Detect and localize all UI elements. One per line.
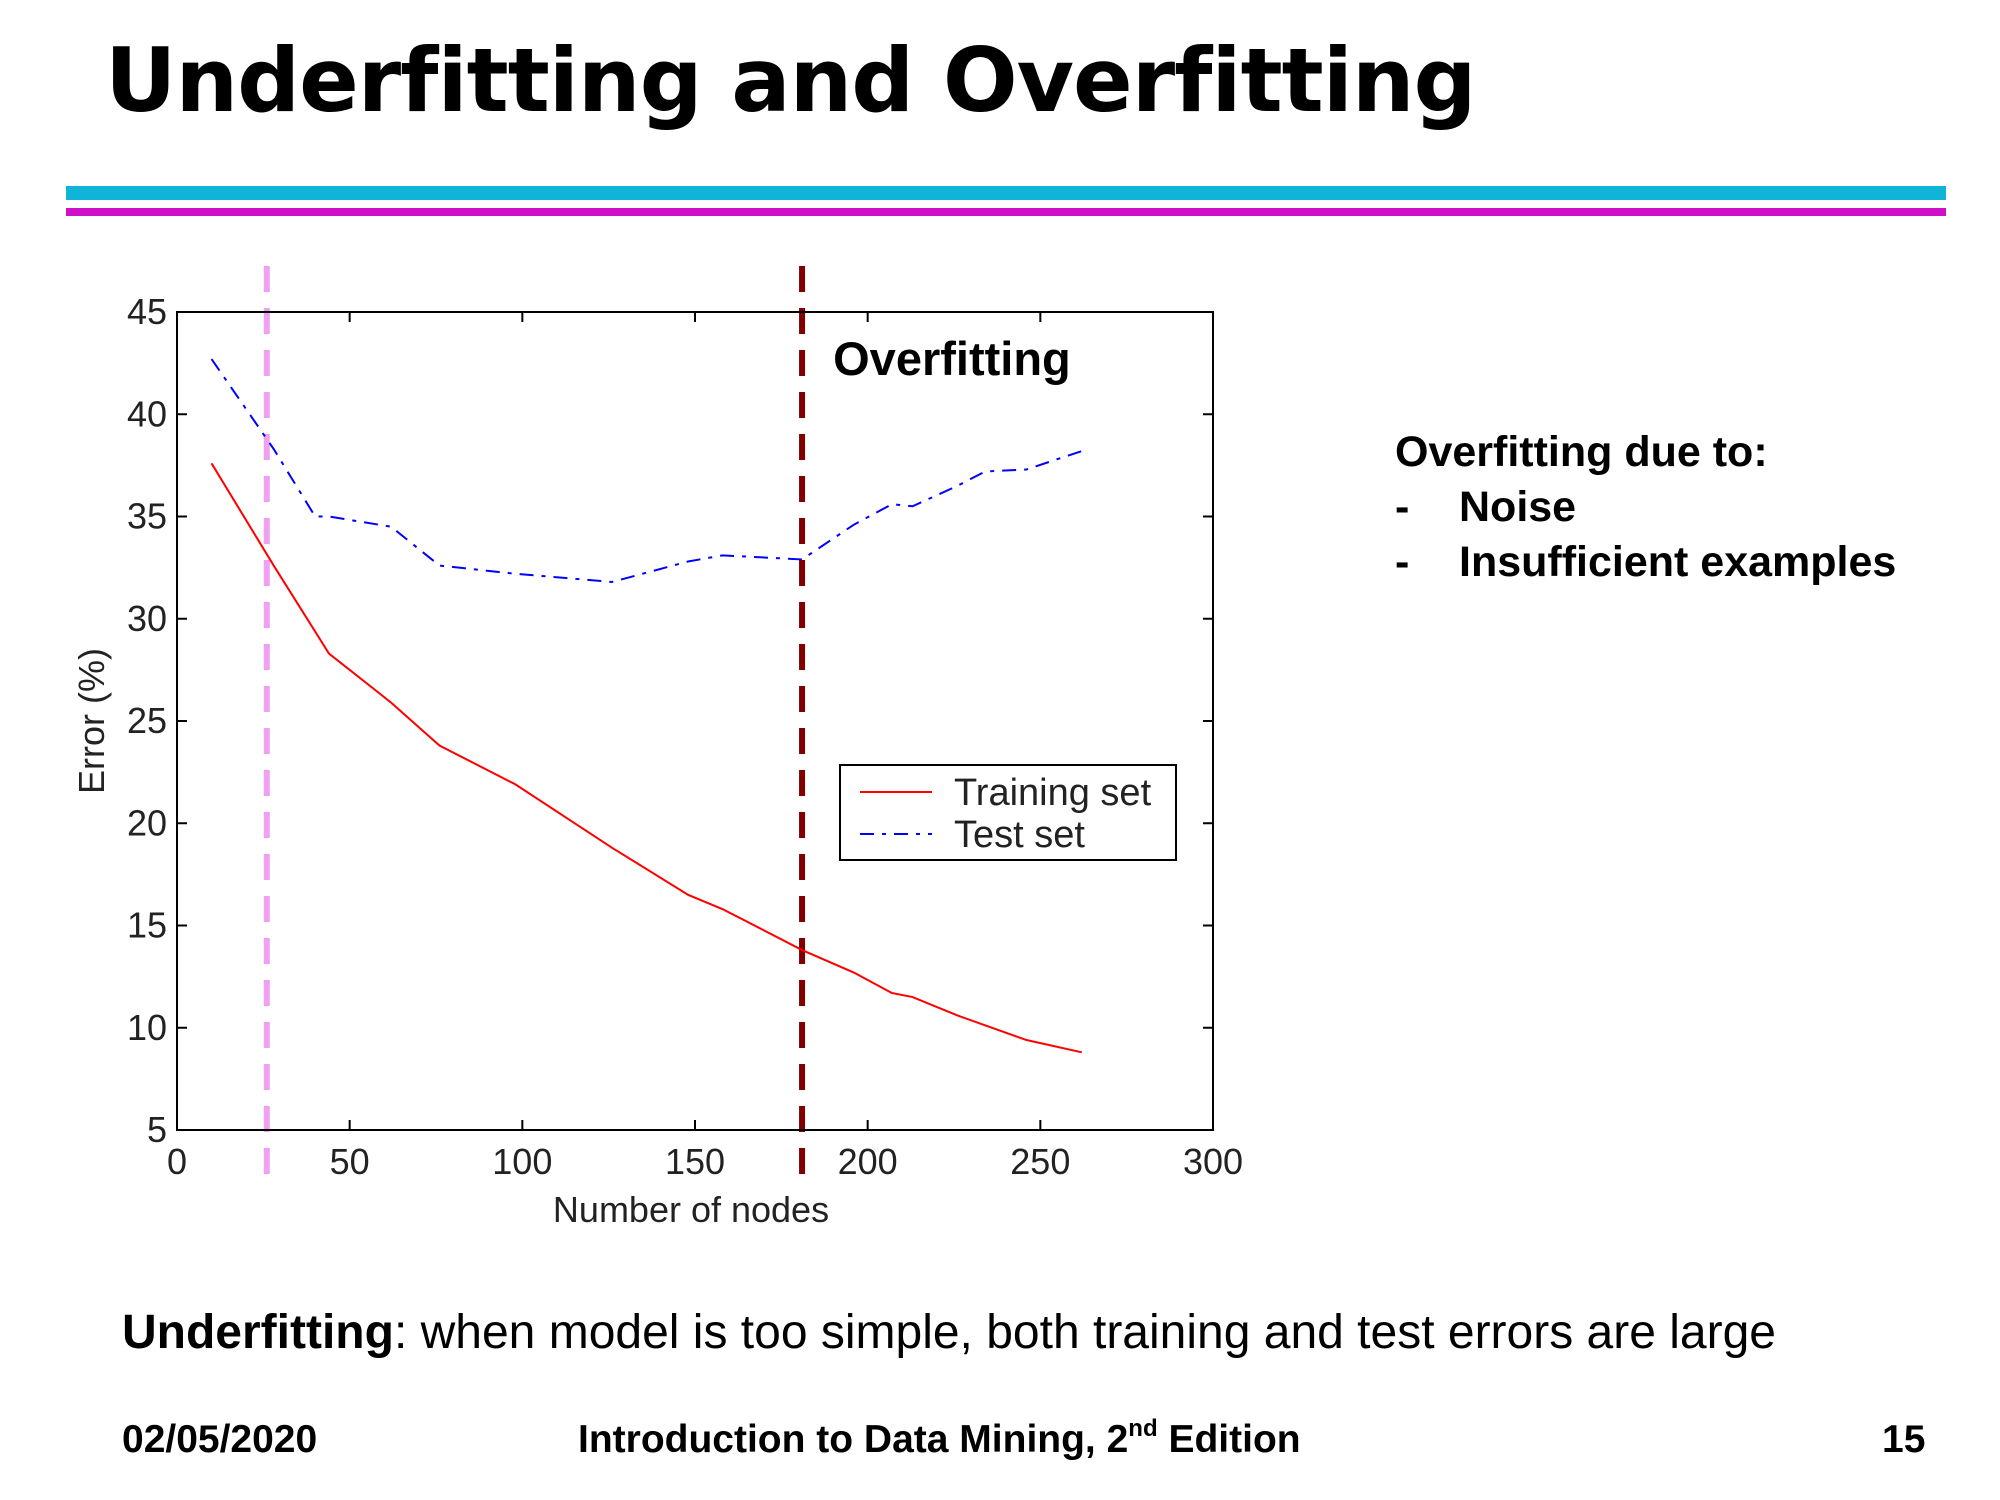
y-tick-label: 25 — [127, 700, 167, 741]
x-tick-label: 150 — [665, 1141, 725, 1182]
underfitting-explanation: : when model is too simple, both trainin… — [393, 1306, 1776, 1359]
series-lines — [210, 358, 1083, 1054]
x-tick-label: 50 — [330, 1141, 370, 1182]
vertical-markers — [263, 266, 806, 1175]
footer-course-main: Introduction to Data Mining, 2 — [578, 1418, 1129, 1461]
footer-course-title: Introduction to Data Mining, 2nd Edition — [578, 1415, 1301, 1462]
bullet-marker: - — [1395, 538, 1410, 586]
axis-ticks — [176, 311, 1214, 1131]
x-tick-label: 300 — [1183, 1141, 1243, 1182]
overfitting-annotation: Overfitting — [833, 332, 1071, 385]
x-tick-label: 0 — [167, 1141, 187, 1182]
x-tick-label: 100 — [492, 1141, 552, 1182]
y-tick-label: 45 — [127, 291, 167, 332]
x-axis-label: Number of nodes — [553, 1189, 829, 1230]
y-tick-label: 5 — [147, 1109, 167, 1150]
plot-frame — [176, 311, 1214, 1131]
y-tick-label: 35 — [127, 496, 167, 537]
y-tick-label: 10 — [127, 1007, 167, 1048]
legend-label-training-set: Training set — [954, 772, 1152, 814]
bullet-text-insufficient-examples: Insufficient examples — [1459, 538, 1897, 586]
overfitting-causes: Overfitting due to: - Noise - Insufficient… — [1395, 425, 1896, 590]
x-tick-label: 200 — [838, 1141, 898, 1182]
bullet-item: - Insufficient examples — [1395, 535, 1896, 590]
error-vs-nodes-chart: 0 50 100 150 200 250 300 5 10 15 20 25 30 35 40 45 Numb… — [71, 266, 1243, 1230]
title-rule-magenta — [66, 208, 1946, 216]
y-tick-label: 15 — [127, 905, 167, 946]
y-tick-label: 30 — [127, 598, 167, 639]
chart-legend: Training set Test set — [839, 764, 1177, 861]
y-tick-label: 20 — [127, 802, 167, 843]
series-line-test-set — [210, 358, 1083, 583]
footer-date: 02/05/2020 — [122, 1418, 318, 1461]
y-axis-label: Error (%) — [71, 648, 112, 794]
axis-tick-labels: 0 50 100 150 200 250 300 5 10 15 20 25 30 35 40 45 — [127, 291, 1243, 1182]
bullet-item: - Noise — [1395, 480, 1896, 535]
bullet-text-noise: Noise — [1459, 483, 1577, 531]
series-line-training-set — [210, 462, 1082, 1054]
footer-course-edition: Edition — [1157, 1418, 1301, 1461]
y-tick-label: 40 — [127, 393, 167, 434]
underfitting-term: Underfitting — [122, 1306, 394, 1359]
bullets-heading: Overfitting due to: — [1395, 428, 1768, 476]
footer-course-superscript: nd — [1128, 1415, 1158, 1442]
x-tick-label: 250 — [1010, 1141, 1070, 1182]
legend-box — [839, 764, 1177, 861]
slide-title: Underfitting and Overfitting — [105, 29, 1477, 132]
footer-page-number: 15 — [1882, 1418, 1926, 1461]
title-rule-cyan — [66, 186, 1946, 200]
underfitting-definition: Underfitting: when model is too simple, … — [122, 1305, 1776, 1360]
legend-label-test-set: Test set — [954, 814, 1085, 856]
bullet-marker: - — [1395, 483, 1410, 531]
